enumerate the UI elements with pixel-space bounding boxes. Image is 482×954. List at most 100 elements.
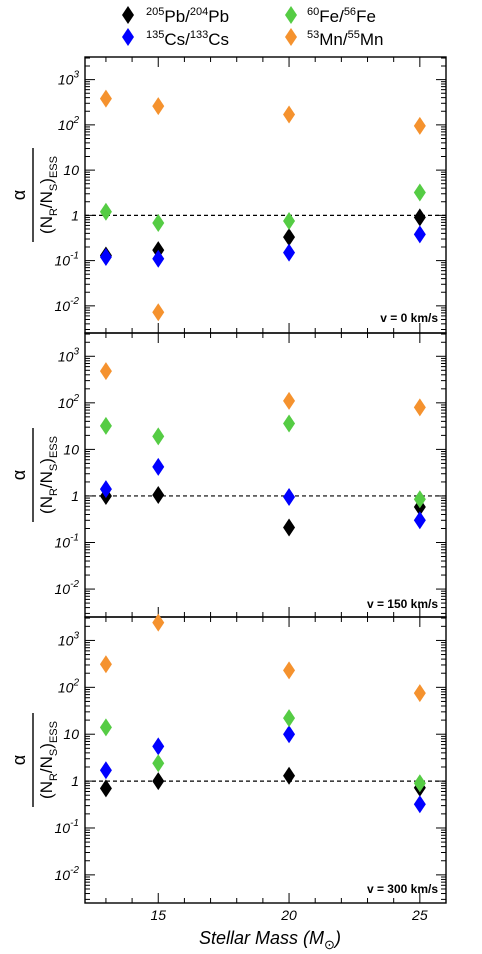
legend-label-pb: 205Pb/204Pb: [146, 6, 229, 26]
legend-cs-el1: Cs/: [164, 30, 190, 49]
y-tick-label: 10-2: [55, 579, 80, 597]
panel-1-markers: [99, 303, 426, 537]
marker-cs: [413, 795, 426, 814]
panel-0-frame: [84, 56, 447, 334]
panel-2-ylabel-slash: /N: [37, 756, 56, 773]
y-tick-label-exponent: 2: [72, 115, 79, 126]
marker-cs: [152, 457, 165, 476]
panel-1-ylabel: α (NR/NS)ESS: [9, 428, 60, 522]
marker-fe: [99, 718, 112, 737]
panel-0-ylabel-denominator: (NR/NS)ESS: [37, 156, 60, 234]
legend-label-mn: 53Mn/55Mn: [307, 29, 383, 49]
y-tick-label-exponent: 2: [72, 393, 79, 404]
y-tick-label-exponent: -1: [70, 533, 79, 544]
marker-cs: [99, 761, 112, 780]
y-tick-label-exponent: -2: [70, 865, 79, 876]
panel-1-ylabel-sub-ess: ESS: [48, 436, 60, 458]
marker-mn: [413, 398, 426, 417]
marker-mn: [283, 105, 296, 124]
y-tick-label-base: 10: [55, 535, 71, 551]
marker-mn: [152, 303, 165, 322]
marker-cs: [152, 737, 165, 756]
y-tick-label-exponent: -1: [70, 818, 79, 829]
marker-mn: [283, 391, 296, 410]
y-tick-label: 10-1: [55, 533, 79, 551]
x-tick-label: 25: [411, 907, 428, 923]
y-tick-label-exponent: -1: [70, 251, 79, 262]
legend-item-cs: 135Cs/133Cs: [122, 28, 229, 49]
panel-2-frame: [84, 616, 447, 904]
y-tick-label-base: 1: [71, 488, 79, 504]
legend-item-pb: 205Pb/204Pb: [122, 6, 229, 26]
panel-1-ylabel-sub-r: R: [48, 488, 60, 496]
panel-0-xticks: [105, 57, 421, 333]
marker-cs: [99, 248, 112, 267]
legend-label-fe: 60Fe/56Fe: [307, 6, 376, 26]
y-tick-label-base: 10: [58, 395, 74, 411]
y-tick-label: 102: [58, 393, 80, 411]
panel-1-xticks: [105, 333, 421, 617]
legend-marker-fe: [285, 6, 297, 24]
y-tick-label: 10-1: [55, 818, 79, 836]
panel-0-ylabel-sub-s: S: [48, 184, 60, 191]
y-tick-label: 102: [58, 115, 80, 133]
panel-2-ylabel-denominator: (NR/NS)ESS: [37, 721, 60, 799]
marker-pb: [152, 772, 165, 791]
y-tick-label: 102: [58, 677, 80, 695]
y-tick-label-exponent: 2: [72, 677, 79, 688]
marker-fe: [99, 416, 112, 435]
panel-1-velocity-label: v = 150 km/s: [367, 597, 438, 611]
legend-marker-mn: [285, 28, 297, 46]
marker-pb: [99, 779, 112, 798]
x-tick-label: 20: [280, 907, 297, 923]
marker-pb: [283, 518, 296, 537]
panel-1-ylabel-open: (N: [37, 496, 56, 514]
panel-1-ylabel-sub-s: S: [48, 464, 60, 471]
marker-fe: [413, 490, 426, 509]
y-tick-label: 1: [71, 207, 79, 223]
panel-2-ylabel-sub-ess: ESS: [48, 721, 60, 743]
legend-fe-sup2: 56: [344, 6, 356, 18]
panel-1-frame: [84, 332, 447, 618]
y-tick-label-base: 10: [55, 820, 71, 836]
y-tick-label-base: 1: [71, 773, 79, 789]
marker-cs: [99, 480, 112, 499]
y-tick-label-base: 10: [58, 117, 74, 133]
legend-label-cs: 135Cs/133Cs: [146, 29, 229, 49]
panel-0-ylabel-slash: /N: [37, 191, 56, 208]
y-tick-label: 10-1: [55, 251, 79, 269]
legend-cs-sup2: 133: [190, 29, 208, 41]
marker-mn: [413, 684, 426, 703]
marker-mn: [152, 97, 165, 116]
marker-fe: [283, 212, 296, 231]
legend-mn-sup2: 55: [348, 29, 360, 41]
panel-1-ylabel-denominator: (NR/NS)ESS: [37, 436, 60, 514]
panel-2-ylabel-sub-s: S: [48, 749, 60, 756]
marker-cs: [283, 487, 296, 506]
marker-fe: [99, 202, 112, 221]
legend-marker-cs: [122, 28, 134, 46]
y-tick-label: 10: [63, 726, 79, 742]
y-tick-label-base: 1: [71, 207, 79, 223]
panel-1-ylabel-slash: /N: [37, 471, 56, 488]
y-tick-label-exponent: 3: [73, 346, 79, 357]
legend-pb-sup2: 204: [190, 6, 208, 18]
marker-pb: [283, 766, 296, 785]
y-tick-label-base: 10: [58, 348, 74, 364]
panel-0-ylabel-sub-ess: ESS: [48, 156, 60, 178]
marker-fe: [413, 183, 426, 202]
legend-cs-el2: Cs: [208, 30, 229, 49]
marker-pb: [413, 208, 426, 227]
panel-2-velocity-label: v = 300 km/s: [367, 882, 438, 896]
marker-fe: [152, 213, 165, 232]
panel-1-ylabel-close: ): [37, 458, 56, 464]
legend-item-mn: 53Mn/55Mn: [285, 28, 383, 49]
y-tick-label: 10-2: [55, 865, 80, 883]
y-tick-label-base: 10: [55, 253, 71, 269]
y-tick-label: 10: [63, 441, 79, 457]
panel-0-markers: [99, 89, 426, 268]
